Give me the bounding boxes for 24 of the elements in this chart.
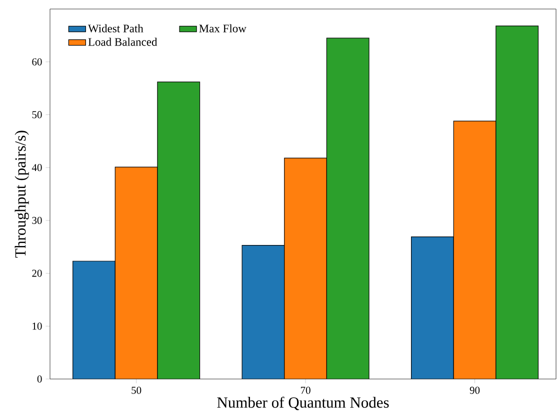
- y-tick-label: 50: [32, 111, 42, 118]
- x-axis-title: Number of Quantum Nodes: [217, 396, 389, 410]
- bar: [284, 158, 327, 379]
- y-tick-label: 40: [32, 164, 42, 172]
- y-tick-label: 0: [37, 375, 42, 383]
- legend-label: Load Balanced: [88, 38, 158, 46]
- x-tick-label: 70: [300, 386, 310, 394]
- bar: [242, 244, 285, 379]
- bar: [157, 82, 200, 379]
- x-tick-label: 90: [470, 386, 480, 394]
- y-tick-label: 30: [32, 216, 42, 224]
- bar: [411, 236, 454, 379]
- legend-label: Max Flow: [199, 24, 246, 32]
- y-tick-label: 10: [32, 322, 42, 330]
- bar: [114, 166, 158, 379]
- y-tick-label: 20: [32, 270, 42, 277]
- bar: [326, 38, 370, 379]
- bar: [72, 260, 116, 379]
- y-tick-label: 60: [32, 58, 42, 66]
- bar: [453, 120, 496, 379]
- bar: [496, 26, 539, 379]
- x-tick-label: 50: [132, 386, 142, 394]
- y-axis-title: Throughput (pairs/s): [14, 130, 29, 258]
- legend-label: Widest Path: [88, 24, 144, 32]
